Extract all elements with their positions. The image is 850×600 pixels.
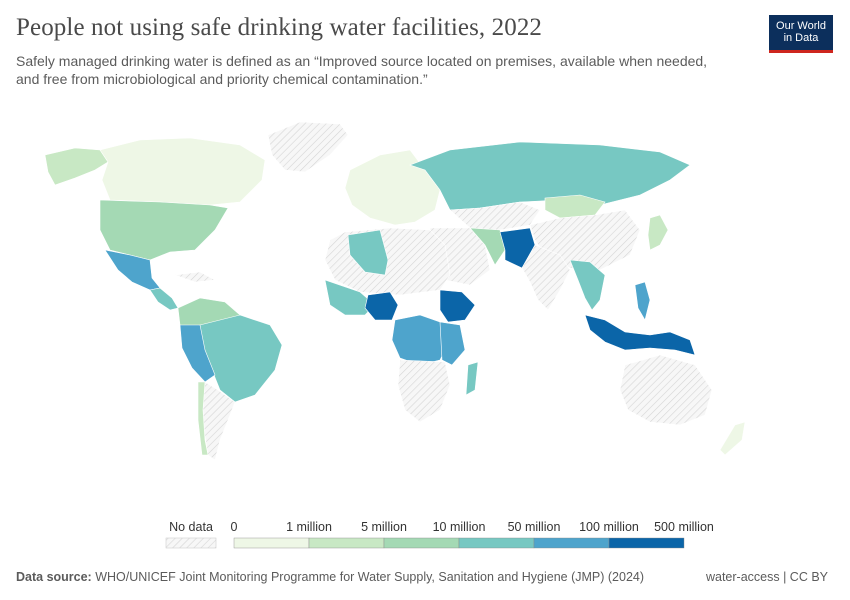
logo-line-1: Our World: [776, 20, 826, 32]
region-west-africa[interactable]: [324, 279, 376, 316]
region-europe[interactable]: [344, 149, 441, 226]
legend-tick-label: 100 million: [579, 520, 639, 534]
chart-title: People not using safe drinking water fac…: [16, 14, 543, 41]
world-map: [44, 121, 746, 461]
legend-no-data-swatch: [165, 537, 217, 549]
region-southeast-asia[interactable]: [569, 259, 606, 311]
owid-logo[interactable]: Our World in Data: [769, 15, 833, 53]
legend-tick-label: 0: [231, 520, 238, 534]
region-canada[interactable]: [99, 137, 266, 206]
region-japan[interactable]: [647, 214, 669, 251]
legend-tick-label: 1 million: [286, 520, 332, 534]
legend-bin: [383, 537, 460, 549]
region-caribbean[interactable]: [174, 271, 217, 283]
region-indonesia[interactable]: [584, 314, 696, 356]
footer-source-text: WHO/UNICEF Joint Monitoring Programme fo…: [95, 570, 645, 584]
legend-bin: [533, 537, 610, 549]
legend: No data 0 1 million 5 million 10 million 50 …: [165, 520, 714, 549]
region-alaska[interactable]: [44, 147, 109, 186]
legend-tick-label: 10 million: [433, 520, 486, 534]
legend-tick-label: 500 million: [654, 520, 714, 534]
footer-source: Data source: WHO/UNICEF Joint Monitoring…: [16, 570, 644, 584]
region-new-zealand[interactable]: [719, 421, 746, 456]
region-east-africa[interactable]: [439, 321, 466, 366]
region-chile[interactable]: [197, 381, 209, 456]
region-nigeria[interactable]: [364, 291, 399, 321]
region-madagascar[interactable]: [465, 361, 479, 396]
region-russia[interactable]: [409, 141, 691, 211]
region-central-africa[interactable]: [391, 314, 451, 366]
region-peru-bolivia[interactable]: [179, 324, 216, 383]
region-ethiopia[interactable]: [439, 289, 476, 323]
region-greenland[interactable]: [267, 121, 349, 173]
region-usa[interactable]: [99, 199, 229, 261]
legend-tick-label: 50 million: [508, 520, 561, 534]
legend-no-data-label: No data: [169, 520, 213, 534]
legend-bin: [608, 537, 685, 549]
legend-bin: [308, 537, 385, 549]
legend-bin: [458, 537, 535, 549]
footer-source-label: Data source:: [16, 570, 92, 584]
region-algeria[interactable]: [347, 229, 389, 276]
logo-line-2: in Data: [783, 32, 819, 44]
region-iran[interactable]: [469, 227, 506, 266]
region-australia[interactable]: [619, 354, 713, 426]
chart-subtitle: Safely managed drinking water is defined…: [16, 53, 708, 87]
region-southern-africa[interactable]: [397, 359, 451, 423]
region-philippines[interactable]: [634, 281, 651, 321]
legend-bin: [233, 537, 310, 549]
region-india[interactable]: [521, 244, 571, 311]
footer-license[interactable]: water-access | CC BY: [705, 570, 828, 584]
region-central-america[interactable]: [149, 287, 179, 311]
legend-tick-label: 5 million: [361, 520, 407, 534]
